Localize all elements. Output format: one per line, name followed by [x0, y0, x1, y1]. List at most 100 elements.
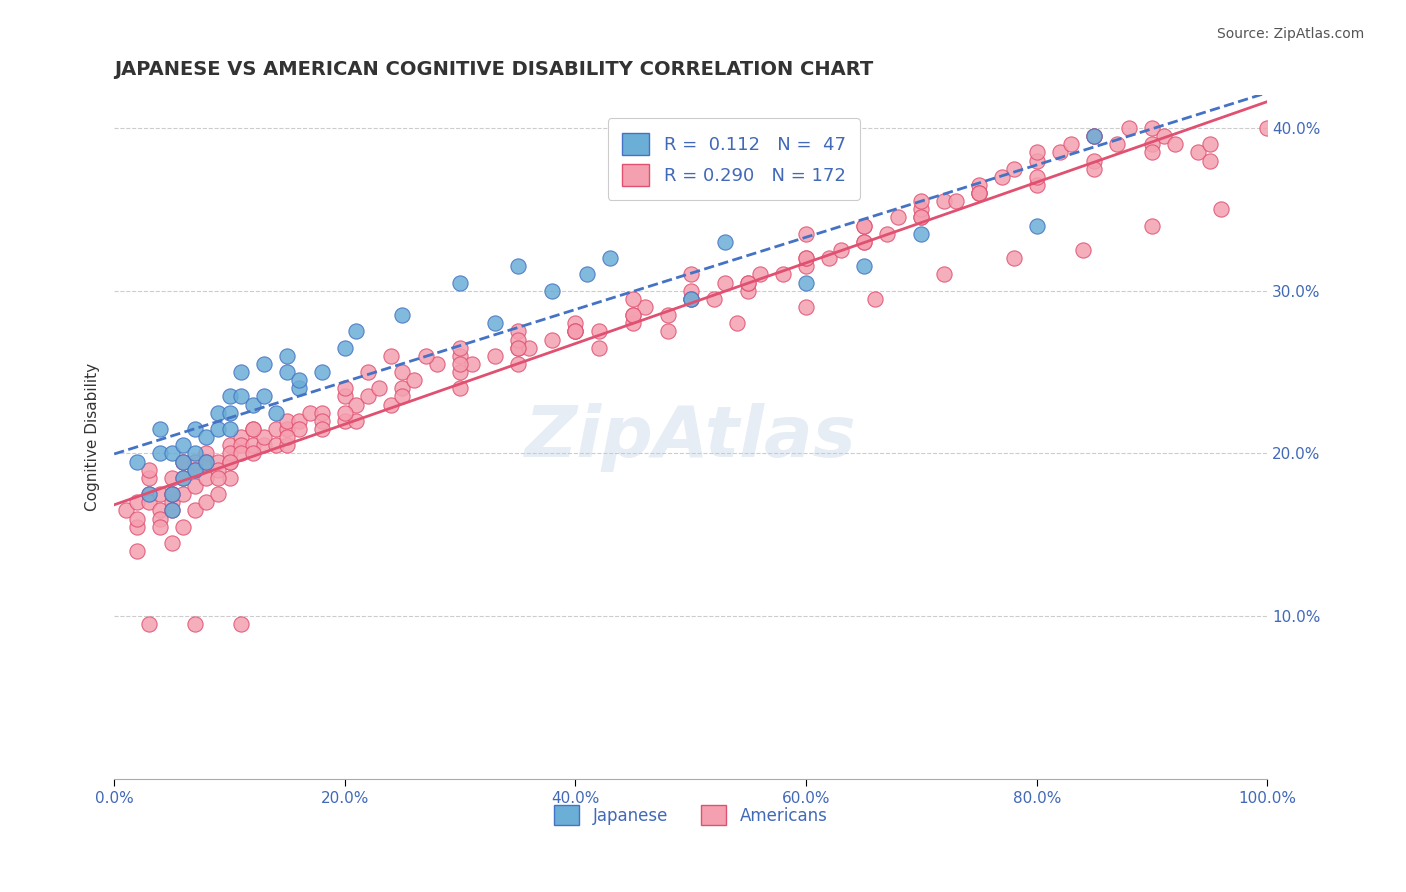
- Point: [934, 194, 956, 209]
- Point: [910, 227, 932, 241]
- Point: [1025, 169, 1047, 184]
- Point: [172, 438, 194, 452]
- Point: [172, 471, 194, 485]
- Point: [657, 308, 679, 322]
- Point: [184, 479, 207, 493]
- Point: [195, 430, 218, 444]
- Point: [564, 325, 586, 339]
- Point: [830, 243, 852, 257]
- Point: [344, 398, 367, 412]
- Point: [160, 536, 183, 550]
- Text: ZipAtlas: ZipAtlas: [524, 402, 856, 472]
- Point: [402, 373, 425, 387]
- Point: [311, 365, 333, 379]
- Point: [725, 316, 748, 330]
- Point: [506, 333, 529, 347]
- Point: [127, 519, 149, 533]
- Point: [967, 178, 990, 192]
- Point: [967, 186, 990, 200]
- Point: [1140, 120, 1163, 135]
- Point: [887, 211, 910, 225]
- Point: [299, 406, 322, 420]
- Point: [229, 430, 252, 444]
- Point: [1083, 129, 1105, 144]
- Point: [172, 487, 194, 501]
- Point: [714, 276, 737, 290]
- Point: [703, 292, 725, 306]
- Point: [945, 194, 967, 209]
- Point: [865, 292, 887, 306]
- Point: [114, 503, 136, 517]
- Point: [218, 454, 240, 468]
- Point: [506, 260, 529, 274]
- Point: [794, 260, 817, 274]
- Point: [149, 422, 172, 436]
- Point: [1140, 137, 1163, 152]
- Point: [415, 349, 437, 363]
- Point: [172, 454, 194, 468]
- Point: [207, 471, 229, 485]
- Point: [229, 365, 252, 379]
- Point: [484, 316, 506, 330]
- Point: [184, 454, 207, 468]
- Point: [449, 357, 471, 371]
- Point: [1083, 129, 1105, 144]
- Point: [149, 503, 172, 517]
- Point: [541, 284, 564, 298]
- Point: [218, 406, 240, 420]
- Point: [749, 268, 772, 282]
- Point: [207, 487, 229, 501]
- Point: [991, 169, 1014, 184]
- Point: [1060, 137, 1083, 152]
- Point: [138, 617, 160, 632]
- Point: [160, 503, 183, 517]
- Point: [127, 454, 149, 468]
- Point: [449, 381, 471, 395]
- Point: [449, 349, 471, 363]
- Point: [1153, 129, 1175, 144]
- Point: [484, 349, 506, 363]
- Point: [287, 373, 309, 387]
- Point: [449, 365, 471, 379]
- Point: [160, 487, 183, 501]
- Point: [541, 333, 564, 347]
- Point: [218, 454, 240, 468]
- Point: [276, 438, 298, 452]
- Point: [380, 398, 402, 412]
- Point: [1025, 153, 1047, 168]
- Point: [621, 316, 644, 330]
- Point: [588, 341, 610, 355]
- Point: [218, 446, 240, 460]
- Point: [242, 398, 264, 412]
- Point: [287, 422, 309, 436]
- Point: [1198, 137, 1220, 152]
- Y-axis label: Cognitive Disability: Cognitive Disability: [86, 363, 100, 511]
- Point: [172, 519, 194, 533]
- Point: [679, 292, 702, 306]
- Point: [160, 495, 183, 509]
- Point: [910, 194, 932, 209]
- Point: [264, 422, 287, 436]
- Point: [449, 341, 471, 355]
- Point: [506, 325, 529, 339]
- Point: [737, 284, 759, 298]
- Point: [160, 446, 183, 460]
- Point: [333, 341, 356, 355]
- Point: [910, 202, 932, 217]
- Point: [1107, 137, 1129, 152]
- Point: [229, 438, 252, 452]
- Point: [449, 276, 471, 290]
- Point: [184, 463, 207, 477]
- Point: [253, 389, 276, 403]
- Point: [344, 414, 367, 428]
- Point: [967, 186, 990, 200]
- Point: [184, 463, 207, 477]
- Point: [564, 325, 586, 339]
- Point: [242, 422, 264, 436]
- Point: [657, 325, 679, 339]
- Point: [149, 511, 172, 525]
- Point: [967, 186, 990, 200]
- Text: Source: ZipAtlas.com: Source: ZipAtlas.com: [1216, 27, 1364, 41]
- Point: [357, 389, 380, 403]
- Point: [1083, 161, 1105, 176]
